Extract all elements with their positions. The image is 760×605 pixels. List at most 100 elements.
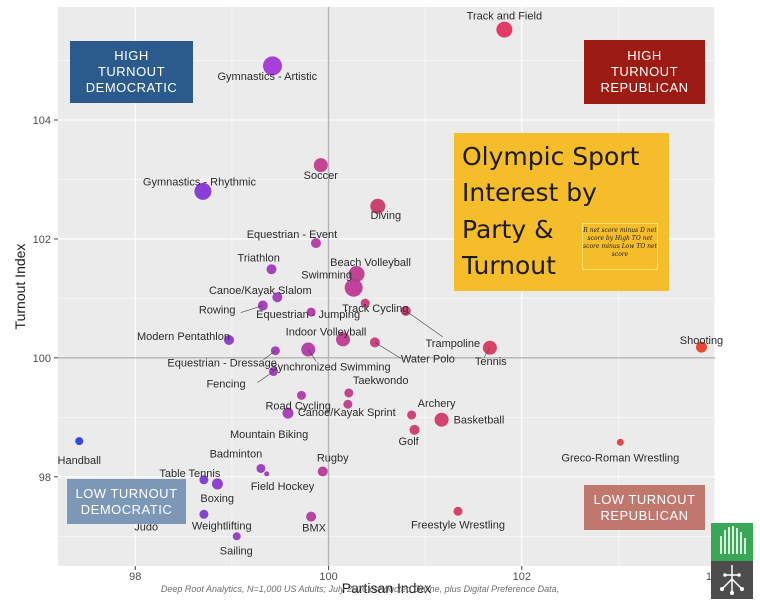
data-point	[496, 21, 513, 38]
data-point	[695, 341, 707, 353]
data-point	[264, 471, 270, 477]
y-tick-label: 102	[33, 234, 51, 246]
data-point	[336, 332, 351, 347]
point-label: Golf	[399, 436, 420, 448]
point-label: Canoe/Kayak Slalom	[209, 285, 312, 297]
point-label: Modern Pentathlon	[137, 331, 230, 343]
point-label: Rowing	[199, 305, 236, 317]
point-label: Rugby	[317, 452, 349, 464]
label-leader-line	[374, 342, 402, 359]
data-point	[317, 466, 328, 477]
data-point	[313, 158, 328, 173]
y-tick-label: 104	[33, 115, 51, 127]
point-label: Taekwondo	[353, 375, 409, 387]
point-label: Fencing	[206, 379, 245, 391]
point-label: Freestyle Wrestling	[411, 519, 505, 531]
axis-ticks: 9810010210498100102104	[33, 115, 725, 583]
point-label: Field Hockey	[251, 481, 315, 493]
point-label: Swimming	[301, 270, 352, 282]
data-point	[306, 511, 317, 522]
data-point	[310, 238, 321, 249]
point-label: Weightlifting	[192, 520, 252, 532]
data-point	[256, 463, 266, 473]
point-label: Archery	[418, 398, 456, 410]
chart-title-line: Interest by	[462, 178, 597, 207]
point-label: Equestrian - Dressage	[167, 358, 276, 370]
quadrant-label-text: HIGH TURNOUT REPUBLICAN	[600, 48, 689, 95]
label-leader-line	[263, 350, 276, 360]
quadrant-label-high-turnout-democratic: HIGH TURNOUT DEMOCRATIC	[70, 41, 193, 103]
y-tick-label: 98	[39, 472, 51, 484]
label-leader-line	[483, 347, 491, 358]
quadrant-label-low-turnout-republican: LOW TURNOUT REPUBLICAN	[584, 485, 705, 530]
point-label: Gymnastics - Rhythmic	[143, 176, 257, 188]
x-tick-label: 102	[513, 571, 531, 583]
point-label: Soccer	[304, 170, 339, 182]
quadrant-label-high-turnout-republican: HIGH TURNOUT REPUBLICAN	[584, 40, 705, 104]
point-label: Track and Field	[467, 11, 542, 23]
label-leader-line	[257, 371, 274, 383]
methodology-note: R net score minus D net score by High TO…	[582, 223, 658, 270]
data-point	[343, 399, 353, 409]
point-label: Indoor Volleyball	[286, 326, 367, 338]
quadrant-label-text: LOW TURNOUT REPUBLICAN	[593, 491, 696, 523]
point-label: Badminton	[210, 448, 263, 460]
data-point	[224, 335, 235, 346]
data-point	[262, 56, 282, 76]
point-labels: Track and Field Gymnastics - Artistic Socc…	[58, 11, 724, 558]
point-label: Table Tennis	[159, 468, 220, 480]
data-point	[199, 475, 209, 485]
chart-title-line: Party &	[462, 215, 554, 244]
data-point	[75, 437, 84, 446]
data-point	[232, 532, 241, 541]
x-axis-label: Partisan Index	[342, 580, 432, 596]
quadrant-label-text: LOW TURNOUT DEMOCRATIC	[75, 485, 178, 517]
point-label: Beach Volleyball	[330, 257, 411, 269]
data-point	[407, 410, 417, 420]
point-label: Judo	[134, 522, 158, 534]
data-point	[360, 298, 370, 308]
brand-logo-icon	[711, 523, 753, 599]
point-label: Diving	[371, 210, 402, 222]
x-tick-label: 100	[319, 571, 337, 583]
point-label: Track Cycling	[342, 303, 408, 315]
x-tick-label: 98	[129, 571, 141, 583]
point-label: Equestrian - Event	[247, 229, 338, 241]
chart-title-line: Olympic Sport	[462, 142, 640, 171]
chart-title-line: Turnout	[462, 251, 556, 280]
point-label: Triathlon	[238, 252, 280, 264]
chart-title-box: Olympic Sport Interest by Party & Turnou…	[454, 133, 669, 291]
point-label: Greco-Roman Wrestling	[561, 452, 679, 464]
point-label: Shooting	[680, 335, 723, 347]
point-label: BMX	[302, 523, 327, 535]
data-point	[370, 198, 386, 214]
data-point	[282, 407, 294, 419]
point-label: Canoe/Kayak Sprint	[298, 407, 396, 419]
data-point	[344, 278, 363, 297]
y-tick-label: 100	[33, 353, 51, 365]
data-point	[344, 388, 354, 398]
data-point	[211, 478, 223, 490]
point-label: Tennis	[475, 356, 507, 368]
data-point	[434, 412, 449, 427]
data-point	[409, 424, 420, 435]
label-leader-line	[307, 349, 317, 362]
label-leader-line	[405, 310, 443, 338]
data-point	[199, 509, 209, 519]
data-point	[272, 292, 283, 303]
data-point	[296, 390, 306, 400]
point-label: Gymnastics - Artistic	[217, 71, 317, 83]
point-label: Road Cycling	[265, 400, 330, 412]
quadrant-label-low-turnout-democratic: LOW TURNOUT DEMOCRATIC	[67, 479, 186, 524]
point-label: Boxing	[200, 493, 234, 505]
point-label: Handball	[58, 455, 101, 467]
data-point	[266, 264, 277, 275]
point-label: Synchronized Swimming	[270, 362, 390, 374]
point-label: Equestrian - Jumping	[256, 309, 360, 321]
data-point	[453, 506, 463, 516]
quadrant-label-text: HIGH TURNOUT DEMOCRATIC	[85, 48, 178, 95]
data-point	[616, 438, 624, 446]
reference-lines	[58, 7, 715, 566]
label-leader-line	[240, 305, 263, 313]
source-caption: Deep Root Analytics, N=1,000 US Adults; …	[160, 584, 560, 594]
